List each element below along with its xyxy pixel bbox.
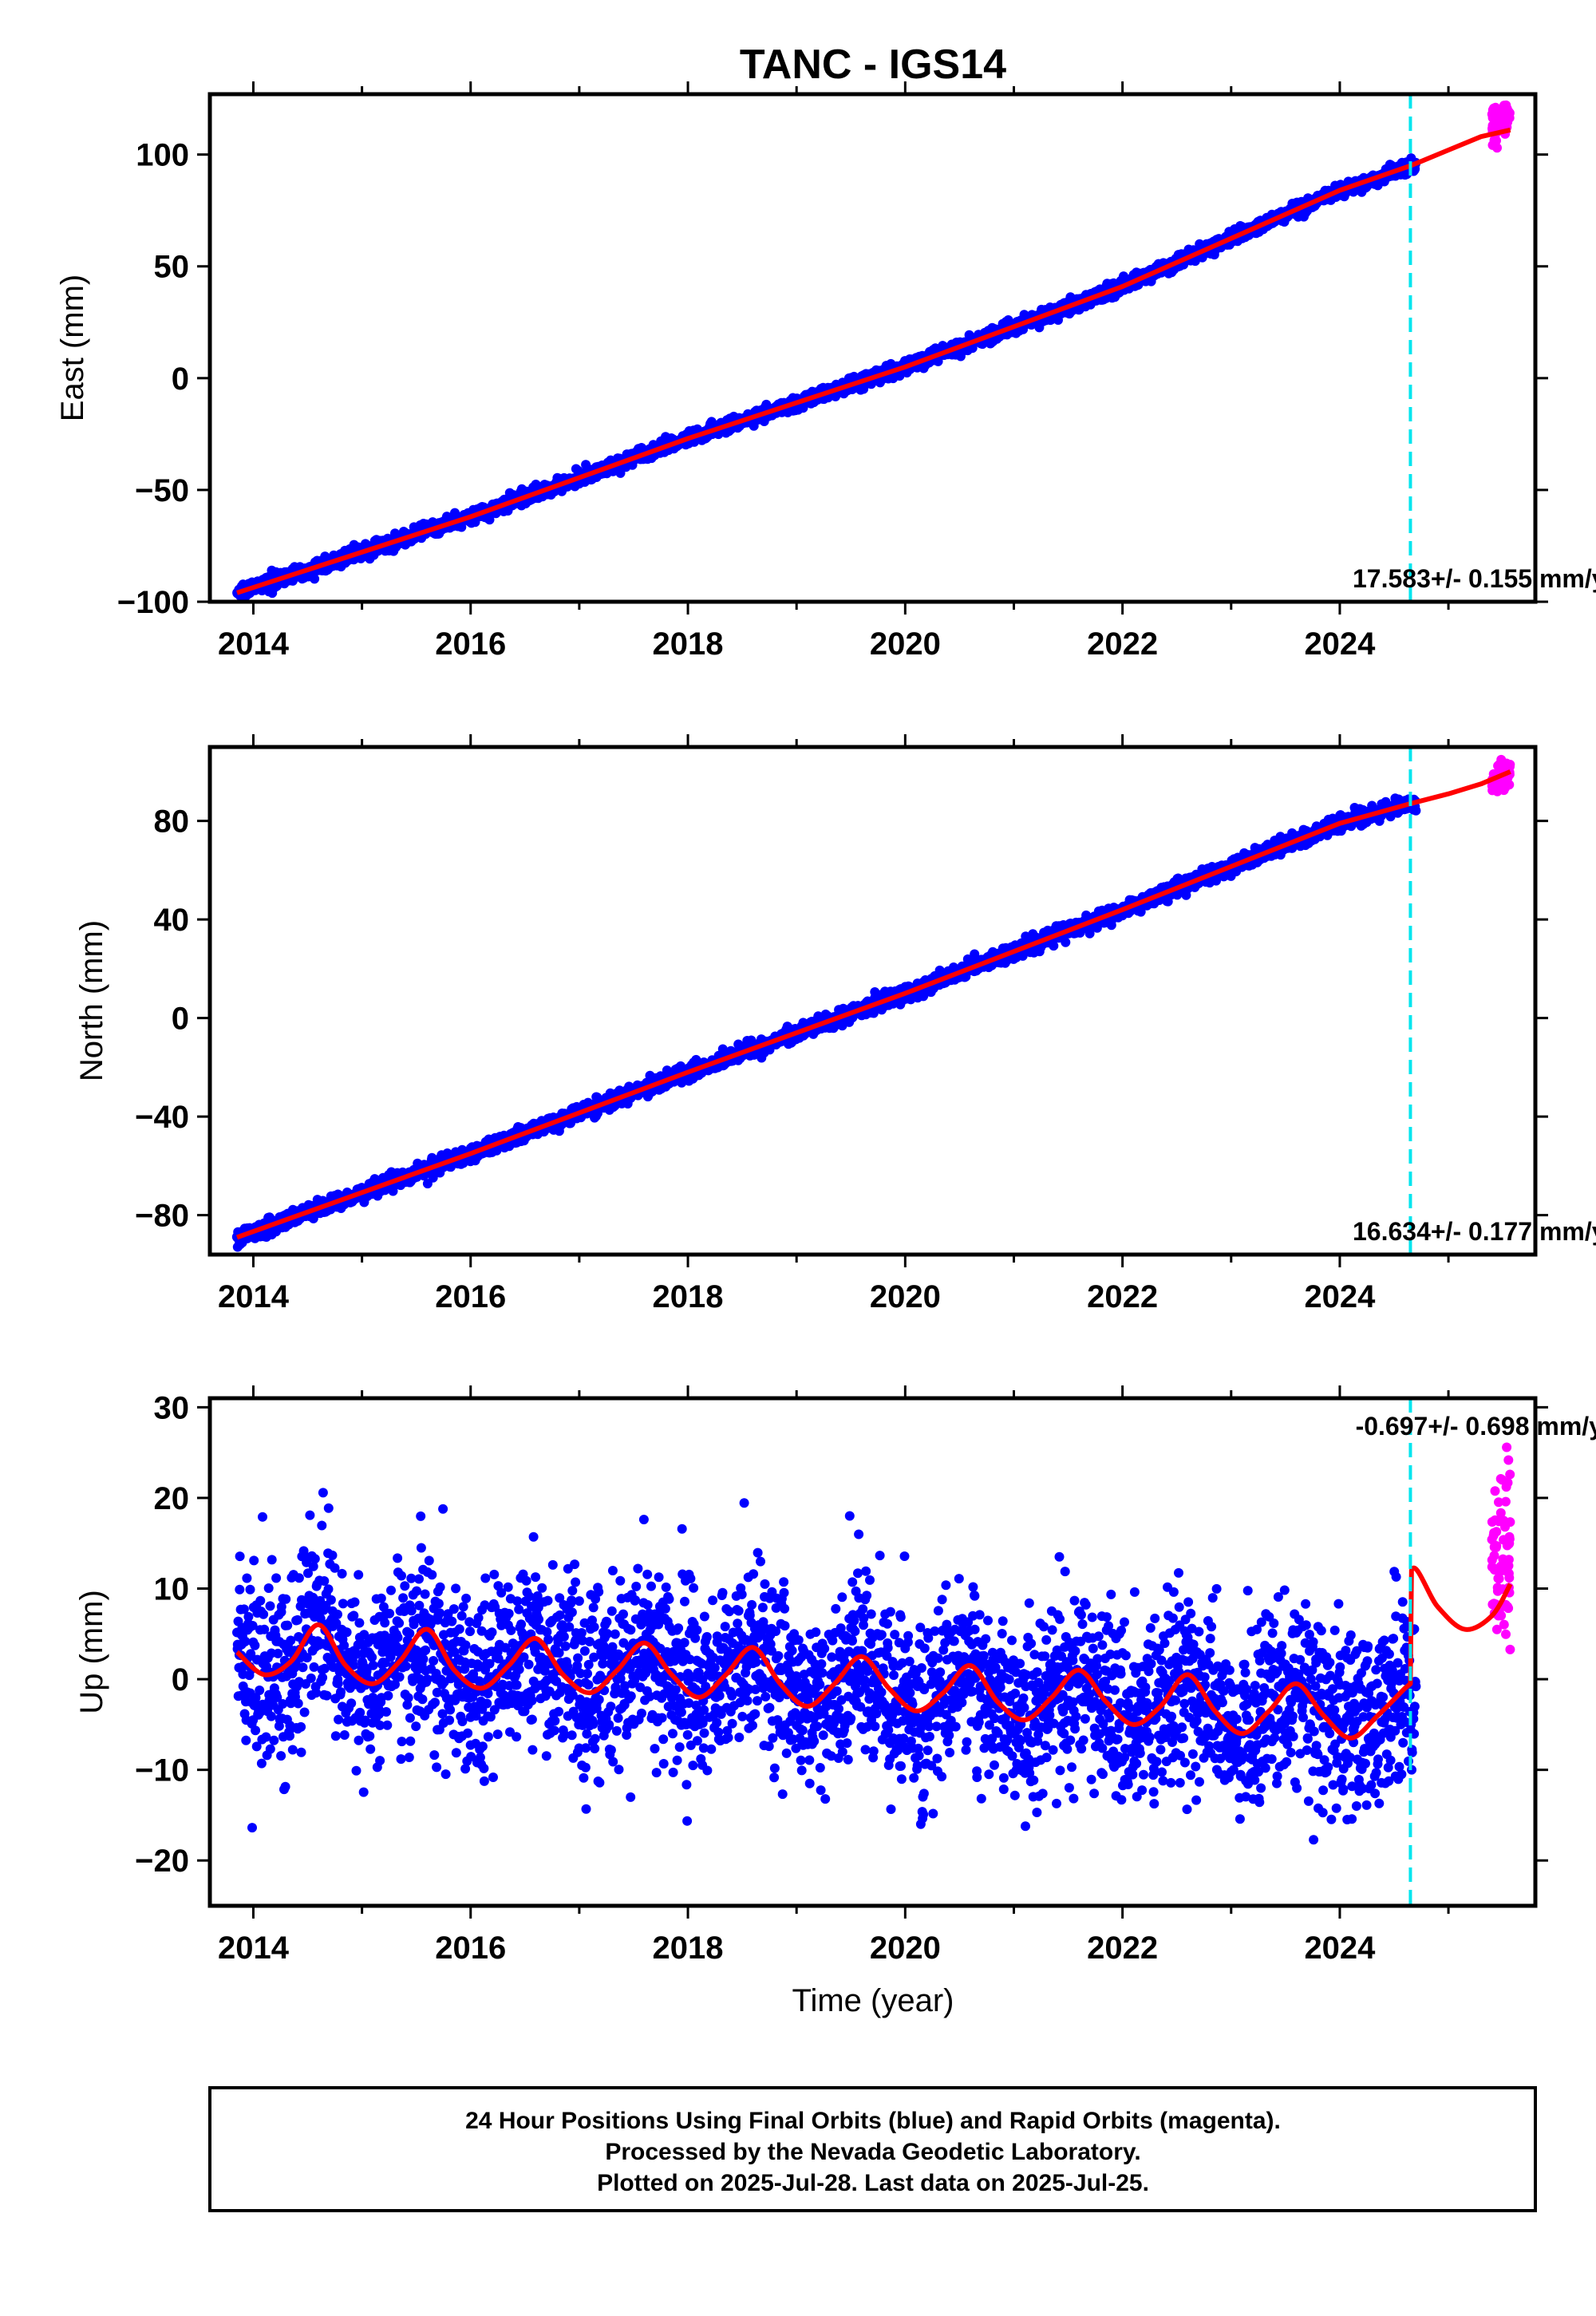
model-fit-line [236,127,1511,595]
y-tick-label: 50 [154,250,190,285]
rapid-point [1494,110,1504,120]
x-tick-label: 2014 [218,626,290,662]
axes-frame [207,92,1538,604]
x-tick-label: 2020 [870,626,941,662]
rapid-point [1504,113,1515,123]
plot-area [232,94,1515,602]
plot-area [231,747,1515,1255]
final-point [717,1044,728,1054]
rapid-point [1491,136,1501,146]
panels: 2014 2016 2018 2020 2022 2024 −100 −50 0 50 100 Eas… [55,81,1596,1966]
velocity-label: 17.583+/- 0.155 mm/yr [1353,564,1596,593]
x-tick-label: 2018 [653,626,724,662]
y-tick-label: −50 [135,473,189,508]
rapid-point [1502,104,1512,114]
final-point [310,574,320,584]
panel-1: 2014 2016 2018 2020 2022 2024 −100 −50 0 50 100 Eas… [55,81,1596,662]
y-tick-label: −100 [117,585,189,620]
final-point [484,515,495,525]
x-tick-label: 2016 [435,626,506,662]
figure-title: TANC - IGS14 [740,41,1006,88]
panel-2: 2014 2016 2018 2020 2022 2024−80−4004080North… [74,734,1596,1314]
x-tick-label: 2024 [1304,626,1376,662]
y-tick-label: 0 [172,362,189,397]
x-tick-label: 2022 [1087,626,1158,662]
y-tick-label: 100 [136,138,189,173]
y-axis-label: East (mm) [55,275,90,421]
rapid-point [1497,119,1507,128]
rapid-orbit-points [1487,100,1515,153]
